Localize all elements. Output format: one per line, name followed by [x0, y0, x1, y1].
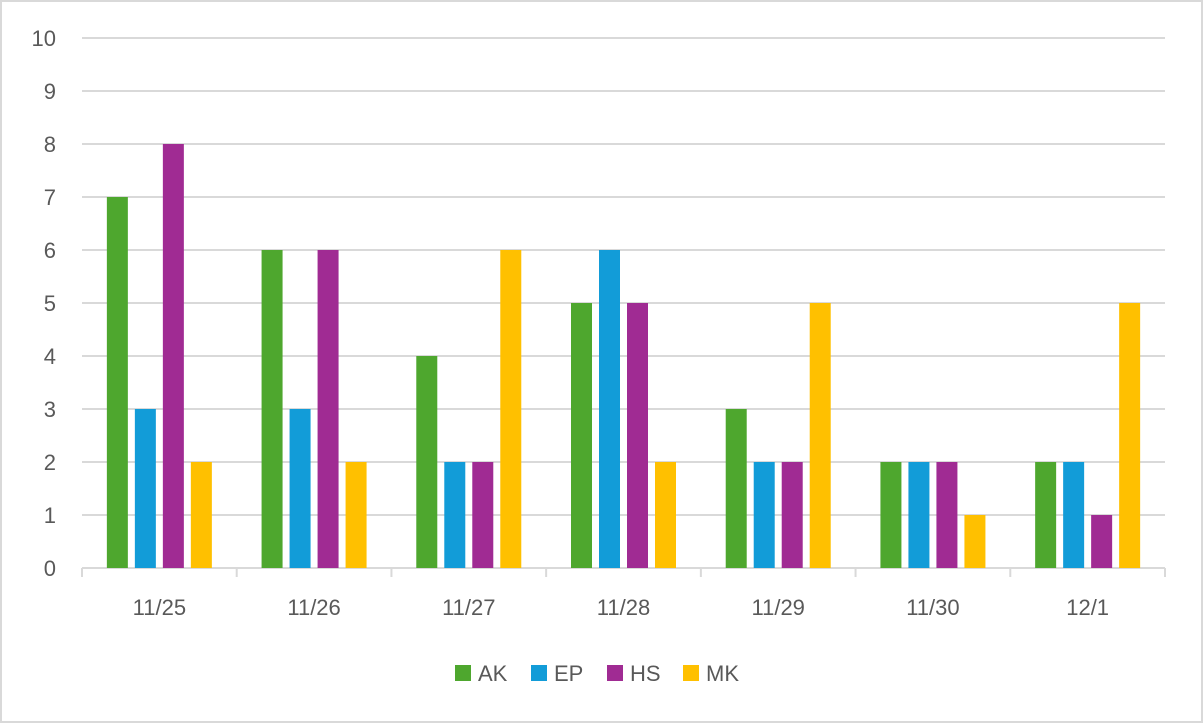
- bar-ak-4: [571, 303, 592, 568]
- y-tick-label: 1: [44, 503, 56, 528]
- bar-ak-1: [106, 197, 128, 568]
- bar-ak-6: [880, 462, 902, 568]
- y-tick-label: 8: [44, 132, 56, 157]
- bar-hs-3: [472, 462, 494, 568]
- x-tick-label: 11/28: [597, 595, 650, 620]
- gridlines: [82, 37, 1165, 516]
- y-axis: 0 1 2 3 4 5 6 7 8 9 10: [32, 26, 56, 581]
- bar-mk-3: [500, 250, 522, 568]
- bar-hs-5: [781, 462, 803, 568]
- bar-hs-4: [627, 303, 648, 568]
- bar-mk-6: [964, 515, 986, 568]
- bar-ep-4: [599, 250, 620, 568]
- legend-swatch-hs: [607, 665, 623, 681]
- x-tick-label: 11/30: [906, 595, 959, 620]
- x-tick-label: 11/29: [752, 595, 805, 620]
- bar-ep-5: [753, 462, 775, 568]
- bar-ep-3: [444, 462, 466, 568]
- legend-label-ep: EP: [554, 661, 583, 686]
- bar-hs-6: [936, 462, 958, 568]
- legend-label-ak: AK: [478, 661, 508, 686]
- x-tick-label: 11/25: [133, 595, 186, 620]
- y-tick-label: 9: [44, 79, 56, 104]
- bar-ak-7: [1035, 462, 1057, 568]
- y-tick-label: 2: [44, 450, 56, 475]
- legend-swatch-ep: [531, 665, 547, 681]
- x-tick-label: 12/1: [1066, 595, 1109, 620]
- bar-ak-3: [416, 356, 438, 568]
- bar-hs-2: [317, 250, 339, 568]
- bar-ep-7: [1063, 462, 1085, 568]
- x-tick-label: 11/27: [442, 595, 495, 620]
- bar-ep-2: [289, 409, 311, 568]
- x-axis: 11/25 11/26 11/27 11/28 11/29 11/30 12/1: [81, 567, 1166, 620]
- bar-ak-2: [261, 250, 283, 568]
- bar-mk-4: [655, 462, 676, 568]
- legend-swatch-ak: [455, 665, 471, 681]
- y-tick-label: 6: [44, 238, 56, 263]
- legend: AK EP HS MK: [455, 661, 739, 686]
- bar-ep-1: [134, 409, 156, 568]
- y-tick-label: 4: [44, 344, 56, 369]
- bar-ak-5: [725, 409, 747, 568]
- bar-mk-1: [190, 462, 212, 568]
- bar-hs-7: [1091, 515, 1113, 568]
- y-tick-label: 5: [44, 291, 56, 316]
- legend-swatch-mk: [683, 665, 699, 681]
- y-tick-label: 10: [32, 26, 56, 51]
- bar-mk-2: [345, 462, 367, 568]
- legend-label-mk: MK: [706, 661, 739, 686]
- y-tick-label: 0: [44, 556, 56, 581]
- bar-hs-1: [162, 144, 184, 568]
- y-tick-label: 3: [44, 397, 56, 422]
- y-tick-label: 7: [44, 185, 56, 210]
- bar-mk-7: [1119, 303, 1141, 568]
- bar-ep-6: [908, 462, 930, 568]
- legend-label-hs: HS: [630, 661, 661, 686]
- x-tick-label: 11/26: [287, 595, 340, 620]
- bars: [106, 144, 1141, 568]
- bar-mk-5: [809, 303, 831, 568]
